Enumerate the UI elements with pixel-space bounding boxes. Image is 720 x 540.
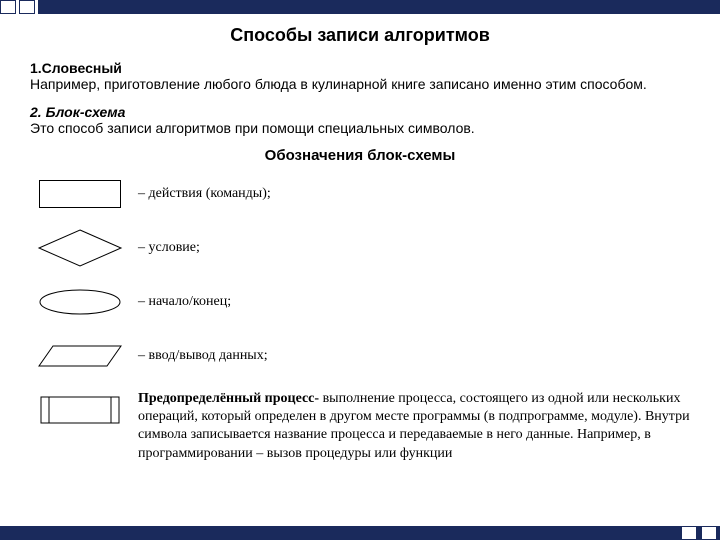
section-1-head: 1.Словесный xyxy=(30,60,690,76)
shape-rectangle-icon xyxy=(30,174,130,214)
shape-parallelogram-icon xyxy=(30,336,130,376)
legend-label-rhombus: – условие; xyxy=(138,239,200,257)
legend-row-parallelogram: – ввод/вывод данных; xyxy=(30,336,690,376)
section-2: 2. Блок-схема Это способ записи алгоритм… xyxy=(30,104,690,138)
legend-row-rectangle: – действия (команды); xyxy=(30,174,690,214)
page-title: Способы записи алгоритмов xyxy=(30,25,690,46)
legend-row-rhombus: – условие; xyxy=(30,228,690,268)
legend-subroutine-bold: Предопределённый процесс- xyxy=(138,391,319,406)
section-1: 1.Словесный Например, приготовление любо… xyxy=(30,60,690,94)
slide-bottom-border xyxy=(0,526,720,540)
shape-subroutine-icon xyxy=(30,390,130,430)
legend: – действия (команды); – условие; – начал… xyxy=(30,174,690,463)
shape-ellipse-icon xyxy=(30,282,130,322)
subtitle: Обозначения блок-схемы xyxy=(30,147,690,164)
slide-top-border xyxy=(0,0,720,14)
legend-label-subroutine: Предопределённый процесс- выполнение про… xyxy=(138,390,690,463)
shape-rhombus-icon xyxy=(30,228,130,268)
section-2-body: Это способ записи алгоритмов при помощи … xyxy=(30,120,690,138)
legend-row-subroutine: Предопределённый процесс- выполнение про… xyxy=(30,390,690,463)
slide-content: Способы записи алгоритмов 1.Словесный На… xyxy=(30,25,690,477)
legend-label-rectangle: – действия (команды); xyxy=(138,185,271,203)
section-1-body: Например, приготовление любого блюда в к… xyxy=(30,76,690,94)
legend-row-ellipse: – начало/конец; xyxy=(30,282,690,322)
legend-label-parallelogram: – ввод/вывод данных; xyxy=(138,347,268,365)
section-2-head: 2. Блок-схема xyxy=(30,104,690,120)
legend-label-ellipse: – начало/конец; xyxy=(138,293,231,311)
